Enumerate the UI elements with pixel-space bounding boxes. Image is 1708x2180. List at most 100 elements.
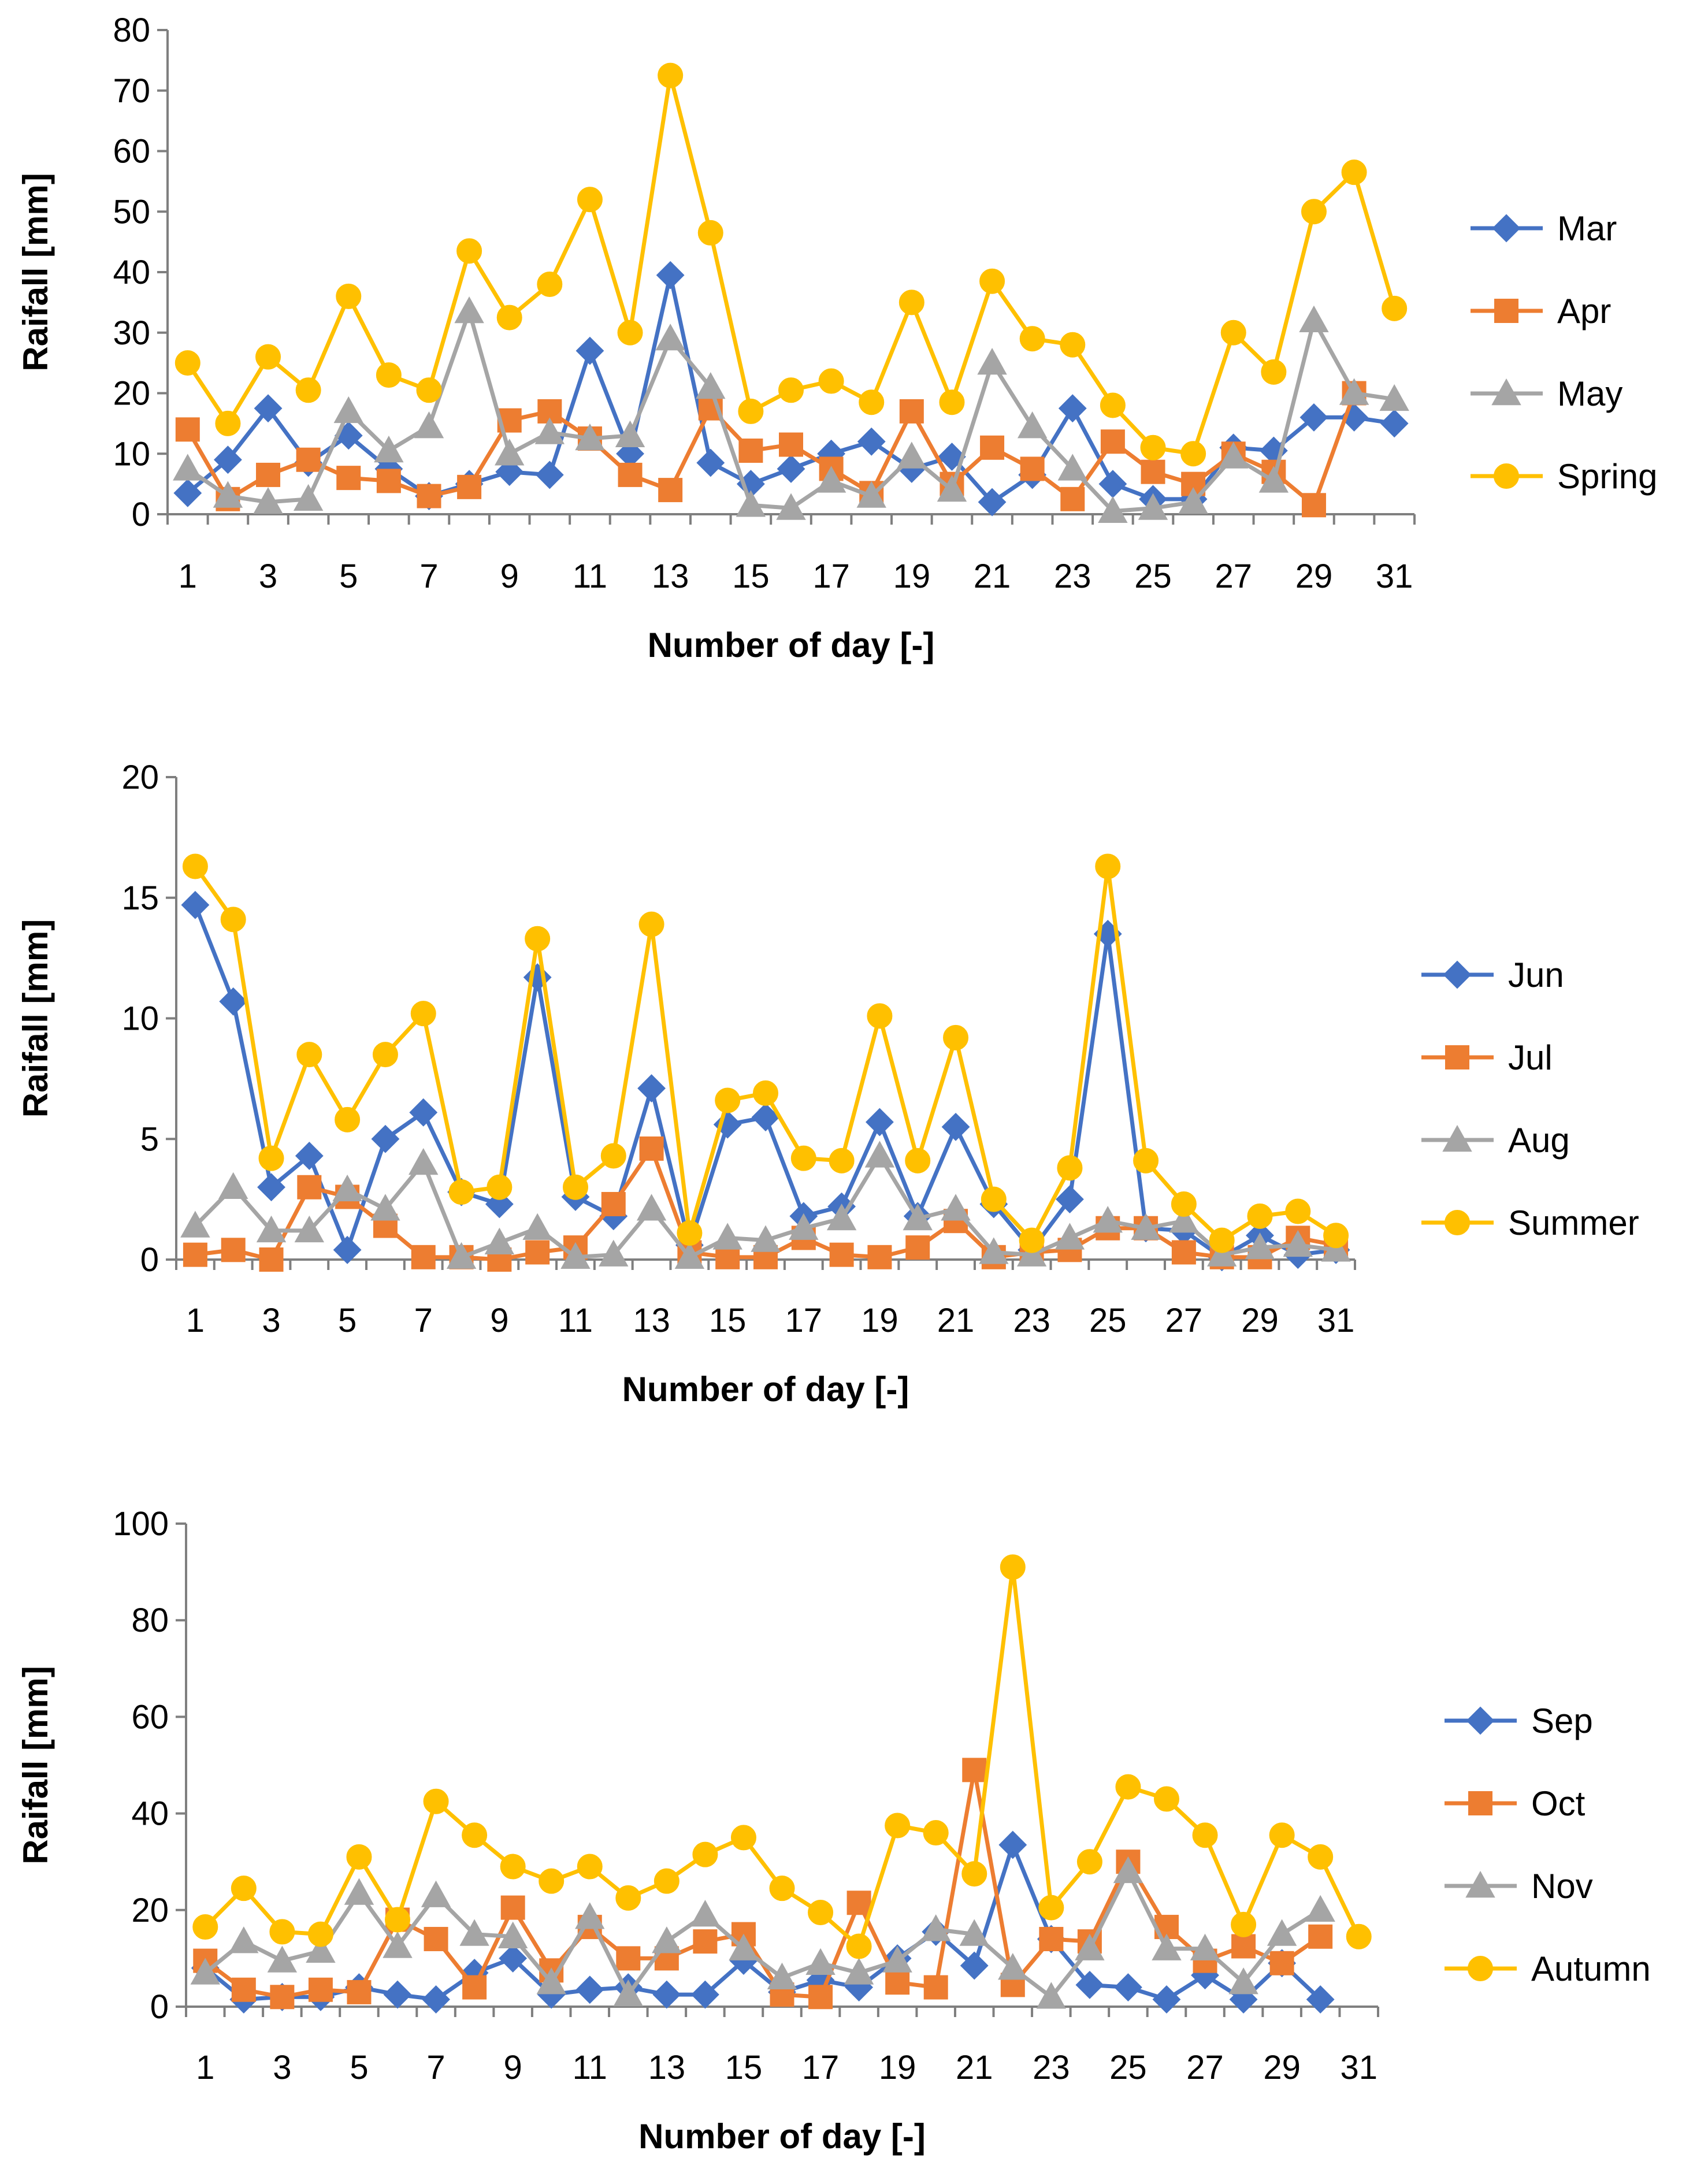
data-point-jul (411, 1245, 436, 1269)
legend-entry-autumn: Autumn (1445, 1949, 1651, 1988)
data-point-jun (637, 1074, 666, 1102)
data-point-autumn (1346, 1923, 1372, 1949)
x-tick-label: 3 (259, 558, 277, 595)
x-tick-label: 1 (196, 2049, 214, 2086)
data-point-autumn (885, 1813, 911, 1839)
data-point-summer (1285, 1198, 1311, 1224)
data-point-spring (174, 350, 200, 376)
legend-label: Spring (1557, 457, 1657, 496)
legend-label: Nov (1531, 1867, 1593, 1906)
x-tick-label: 15 (725, 2049, 763, 2086)
data-point-may (736, 490, 766, 517)
data-point-apr (1060, 486, 1085, 511)
data-point-mar (777, 455, 805, 483)
legend-entry-jul: Jul (1421, 1038, 1553, 1077)
data-point-autumn (1153, 1786, 1179, 1812)
data-point-mar (535, 460, 564, 489)
data-point-apr (457, 474, 482, 499)
data-point-spring (939, 389, 965, 415)
data-point-summer (1323, 1223, 1349, 1249)
data-point-summer (1209, 1227, 1235, 1253)
series-spring (174, 62, 1408, 467)
data-point-spring (1180, 441, 1206, 467)
data-point-jun (371, 1124, 400, 1153)
legend-marker (1468, 1956, 1493, 1981)
y-tick-label: 40 (131, 1795, 169, 1833)
data-point-sep (1152, 1985, 1181, 2014)
data-point-jul (639, 1136, 664, 1161)
data-point-autumn (231, 1876, 257, 1902)
x-tick-label: 13 (633, 1302, 670, 1339)
data-point-autumn (1076, 1849, 1102, 1875)
data-point-spring (496, 304, 522, 330)
data-point-apr (256, 462, 281, 487)
data-point-mar (696, 448, 725, 477)
data-point-apr (980, 435, 1005, 460)
x-axis-title: Number of day [-] (638, 2117, 926, 2156)
x-tick-label: 5 (350, 2049, 368, 2086)
data-point-apr (336, 466, 361, 491)
data-point-sep (960, 1951, 989, 1980)
data-point-summer (1095, 853, 1121, 879)
x-tick-label: 9 (504, 2049, 522, 2086)
data-point-may (213, 481, 243, 508)
y-tick-label: 15 (121, 879, 159, 917)
data-point-apr (899, 399, 924, 424)
legend-marker (1442, 1124, 1472, 1152)
series-apr (175, 381, 1367, 518)
data-point-oct (308, 1977, 333, 2002)
data-point-nov (767, 1962, 797, 1990)
data-point-spring (1019, 326, 1045, 352)
data-point-oct (846, 1891, 871, 1915)
data-point-oct (616, 1946, 641, 1971)
data-point-aug (826, 1203, 857, 1231)
x-tick-label: 27 (1165, 1302, 1203, 1339)
x-tick-label: 17 (802, 2049, 840, 2086)
data-point-nov (844, 1958, 874, 1985)
data-point-may (1017, 411, 1048, 439)
data-point-aug (256, 1215, 287, 1243)
data-point-sep (499, 1944, 528, 1973)
x-axis-title: Number of day [-] (648, 626, 935, 664)
legend-entry-jun: Jun (1421, 956, 1564, 994)
y-tick-label: 40 (113, 254, 150, 291)
data-point-nov (229, 1926, 259, 1954)
data-point-mar (173, 478, 202, 507)
data-point-jun (866, 1108, 894, 1137)
data-point-spring (1261, 359, 1287, 385)
data-point-aug (370, 1194, 400, 1221)
data-point-summer (487, 1174, 513, 1200)
data-point-autumn (269, 1919, 295, 1945)
x-tick-label: 13 (648, 2049, 686, 2086)
data-point-summer (410, 1001, 436, 1027)
data-point-sep (652, 1980, 681, 2009)
data-point-summer (1247, 1203, 1273, 1229)
x-tick-label: 9 (500, 558, 519, 595)
y-tick-label: 30 (113, 314, 150, 352)
data-point-autumn (539, 1868, 565, 1894)
data-point-spring (1060, 332, 1086, 358)
data-point-may (1299, 305, 1329, 332)
data-point-summer (905, 1147, 931, 1173)
data-point-aug (1169, 1206, 1199, 1233)
data-point-sep (1114, 1973, 1142, 2001)
data-point-nov (459, 1919, 489, 1946)
x-tick-label: 11 (573, 558, 607, 595)
data-point-mar (978, 488, 1007, 517)
data-point-autumn (654, 1868, 680, 1894)
data-point-may (1057, 454, 1087, 481)
data-point-jul (867, 1245, 892, 1269)
data-point-may (253, 486, 283, 514)
data-point-mar (1299, 403, 1328, 432)
data-point-autumn (692, 1841, 718, 1867)
data-point-oct (1231, 1934, 1256, 1959)
data-point-summer (220, 907, 246, 933)
data-point-aug (180, 1210, 210, 1238)
data-point-aug (1206, 1239, 1237, 1267)
data-point-aug (1093, 1206, 1123, 1233)
data-point-autumn (808, 1899, 834, 1925)
legend-label: Summer (1508, 1204, 1639, 1242)
data-point-jun (941, 1112, 970, 1141)
data-point-nov (805, 1948, 836, 1975)
